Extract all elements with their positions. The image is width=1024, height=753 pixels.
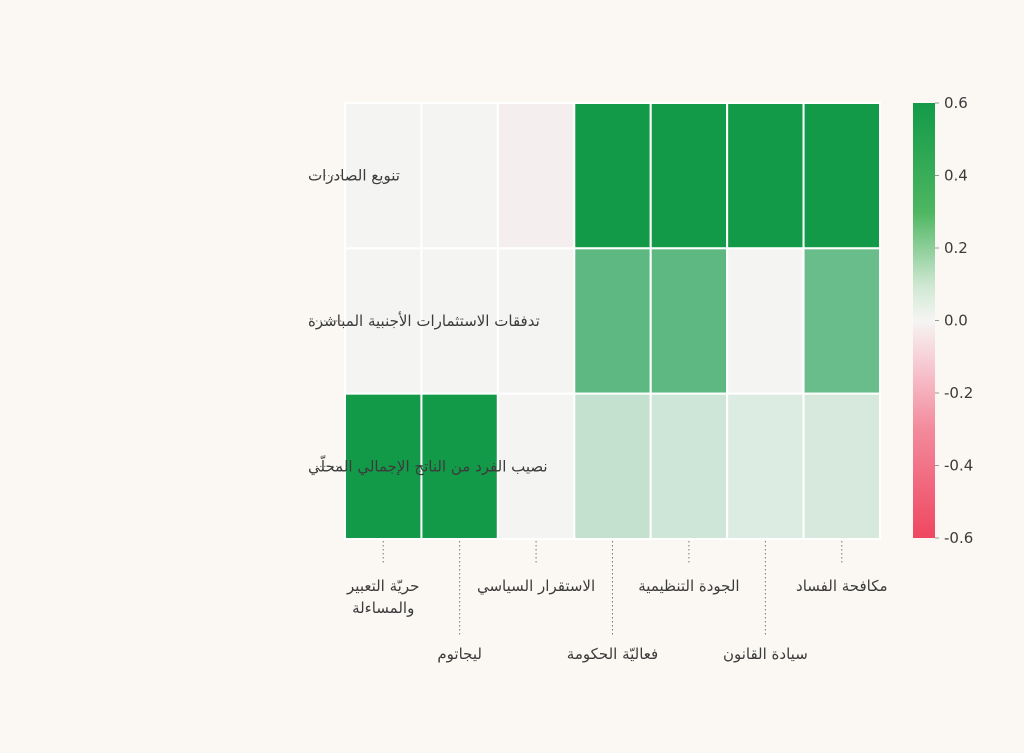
column-label: سيادة القانون xyxy=(723,645,808,663)
colorbar: 0.6 0.4 0.2 0.0 -0.2 -0.4 -0.6 xyxy=(913,94,973,547)
row-label: نصيب الفرد من الناتج الإجمالي المحلّي xyxy=(308,455,548,476)
column-label: الجودة التنظيمية xyxy=(638,577,739,595)
heatmap-cell xyxy=(649,247,729,395)
heatmap-cell xyxy=(496,392,576,540)
heatmap-cell xyxy=(496,102,576,250)
heatmap-cells xyxy=(344,102,882,540)
column-labels: حريّة التعبير والمساءلة ليجاتوم الاستقرار ا… xyxy=(346,541,888,663)
heatmap-cell xyxy=(726,102,805,250)
column-label: ليجاتوم xyxy=(437,645,482,663)
colorbar-tick-label: -0.6 xyxy=(944,529,973,547)
heatmap-cell xyxy=(726,247,805,395)
heatmap-cell xyxy=(573,247,652,395)
colorbar-tick-label: 0.0 xyxy=(944,312,968,330)
colorbar-tick-label: 0.2 xyxy=(944,239,968,257)
heatmap-cell xyxy=(802,102,882,250)
heatmap-cell xyxy=(649,392,729,540)
colorbar-tick-label: -0.2 xyxy=(944,384,973,402)
colorbar-tick-label: 0.4 xyxy=(944,167,968,185)
heatmap-cell xyxy=(649,102,729,250)
heatmap-cell xyxy=(420,392,499,540)
column-label: الاستقرار السياسي xyxy=(477,577,595,596)
row-labels: تنويع الصادرات تدفقات الاستثمارات الأجنبي… xyxy=(308,167,548,477)
heatmap-cell xyxy=(802,392,882,540)
heatmap-cell xyxy=(496,247,576,395)
column-label: مكافحة الفساد xyxy=(796,577,888,595)
heatmap-cell xyxy=(802,247,882,395)
heatmap-cell xyxy=(344,247,423,395)
colorbar-gradient xyxy=(913,103,935,538)
colorbar-tick-label: -0.4 xyxy=(944,457,973,475)
heatmap-cell xyxy=(726,392,805,540)
heatmap-cell xyxy=(573,392,652,540)
colorbar-tick-label: 0.6 xyxy=(944,94,968,112)
row-label: تدفقات الاستثمارات الأجنبية المباشرة xyxy=(308,311,540,330)
column-label: والمساءلة xyxy=(352,599,414,617)
heatmap-cell xyxy=(420,102,499,250)
column-label: فعاليّة الحكومة xyxy=(567,645,658,663)
heatmap-cell xyxy=(344,102,423,250)
heatmap-cell xyxy=(573,102,652,250)
colorbar-ticks: 0.6 0.4 0.2 0.0 -0.2 -0.4 -0.6 xyxy=(935,94,973,547)
column-label: حريّة التعبير xyxy=(346,577,419,595)
row-label: تنويع الصادرات xyxy=(308,167,400,185)
